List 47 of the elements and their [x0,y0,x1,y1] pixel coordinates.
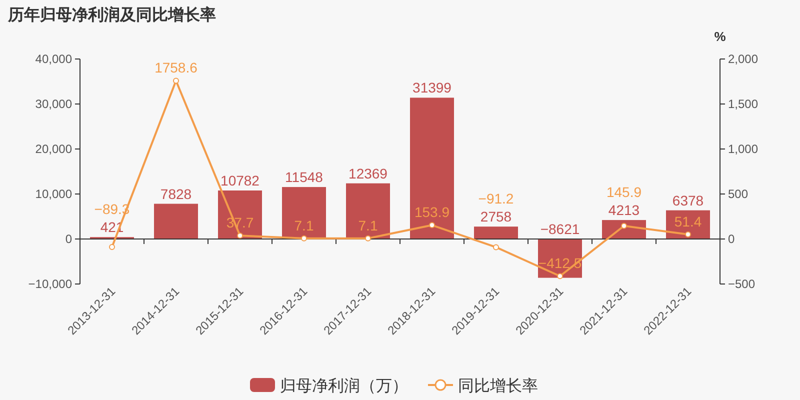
data-label: 7828 [160,186,192,202]
point [237,232,243,239]
data-label: 10782 [220,172,260,188]
point [493,244,499,250]
point [301,235,307,242]
data-label: 4213 [608,202,640,218]
point [557,273,563,280]
bar [474,226,518,239]
y2-tick-label: 1,500 [728,97,758,111]
chart-title: 历年归母净利润及同比增长率 [7,5,216,24]
y-tick-label: 0 [65,232,72,246]
legend-label: 归母净利润（万） [280,377,408,395]
y-tick-label: 40,000 [35,52,72,66]
y2-tick-label: 500 [728,187,748,201]
point [429,222,435,228]
point [109,244,115,250]
y-tick-label: 30,000 [35,97,72,111]
data-label: −8621 [540,221,580,237]
point [365,235,371,242]
y2-tick-label: −500 [728,277,756,291]
data-label: 12369 [348,165,388,182]
data-label: 11548 [285,169,324,186]
data-label: 145.9 [606,184,642,200]
data-label: 7.1 [358,217,378,234]
y2-tick-label: 1,000 [728,142,758,156]
data-label: 51.4 [674,213,702,230]
y-tick-label: 20,000 [35,142,72,156]
data-label: 6378 [672,192,704,208]
data-label: 1758.6 [154,60,198,76]
y2-tick-label: 0 [728,232,735,246]
y2-axis-title: % [714,29,726,44]
point [621,222,627,229]
y-tick-label: 10,000 [35,187,72,201]
data-label: 7.1 [294,217,314,234]
point [685,231,691,238]
bar [346,183,390,239]
data-label: 153.9 [414,204,450,220]
point [173,78,179,84]
bar [282,187,326,239]
data-label: 2758 [480,208,512,225]
y2-tick-label: 2,000 [728,52,758,66]
bar [154,204,198,239]
legend-label: 同比增长率 [458,377,538,395]
y-tick-label: −10,000 [28,277,72,291]
data-label: −91.2 [478,190,514,207]
data-label: 31399 [412,80,452,96]
bar [410,98,454,239]
